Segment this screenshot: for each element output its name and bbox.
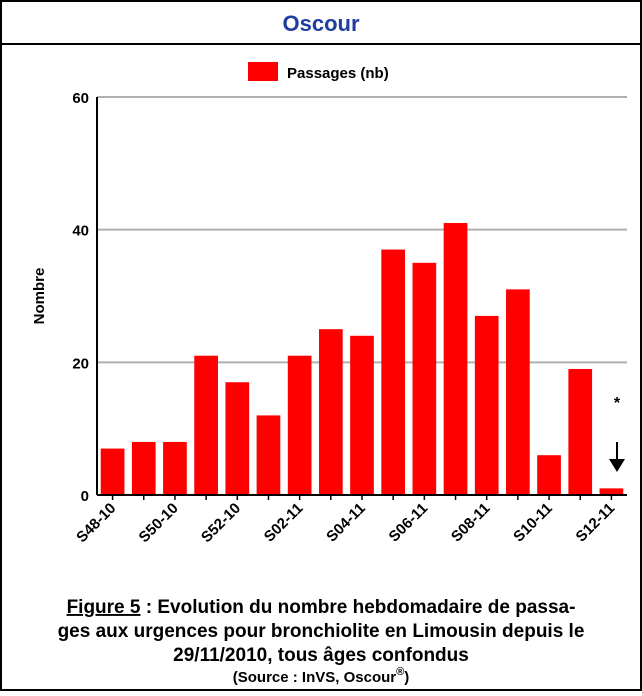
bar [568,368,593,495]
y-axis-label: Nombre [31,268,48,325]
bar [225,382,250,495]
y-tick-label: 0 [81,488,89,505]
y-tick-label: 60 [72,90,89,107]
bar [474,315,499,495]
bar [381,249,406,495]
legend-swatch [248,62,278,81]
annotation: * [614,395,621,412]
caption-text: : Evolution du nombre hebdomadaire de pa… [140,597,575,618]
bar [350,335,374,495]
source: (Source : InVS, Oscour®) [233,666,409,686]
bar [318,329,343,495]
figure-label: Figure 5 [67,597,141,618]
y-tick-label: 40 [72,223,89,240]
bar [412,262,437,495]
bar [256,415,281,495]
caption-line: 29/11/2010, tous âges confondus [173,645,469,666]
bar [443,223,468,496]
arrow [609,442,625,472]
legend-label: Passages (nb) [287,65,389,82]
source-text: (Source : InVS, Oscour [233,669,397,686]
bar [287,355,312,495]
caption-line: ges aux urgences pour bronchiolite en Li… [58,621,585,642]
source-superscript: ® [396,666,404,678]
bar [537,455,561,495]
bar [194,355,218,495]
caption-line: Figure 5 : Evolution du nombre hebdomada… [67,597,576,618]
bar [163,441,187,495]
bar [506,289,530,495]
bar [100,448,125,495]
bar [131,441,156,495]
source-end: ) [404,669,409,686]
bar [599,488,624,495]
y-tick-label: 20 [72,355,89,372]
chart-title: Oscour [282,11,359,36]
